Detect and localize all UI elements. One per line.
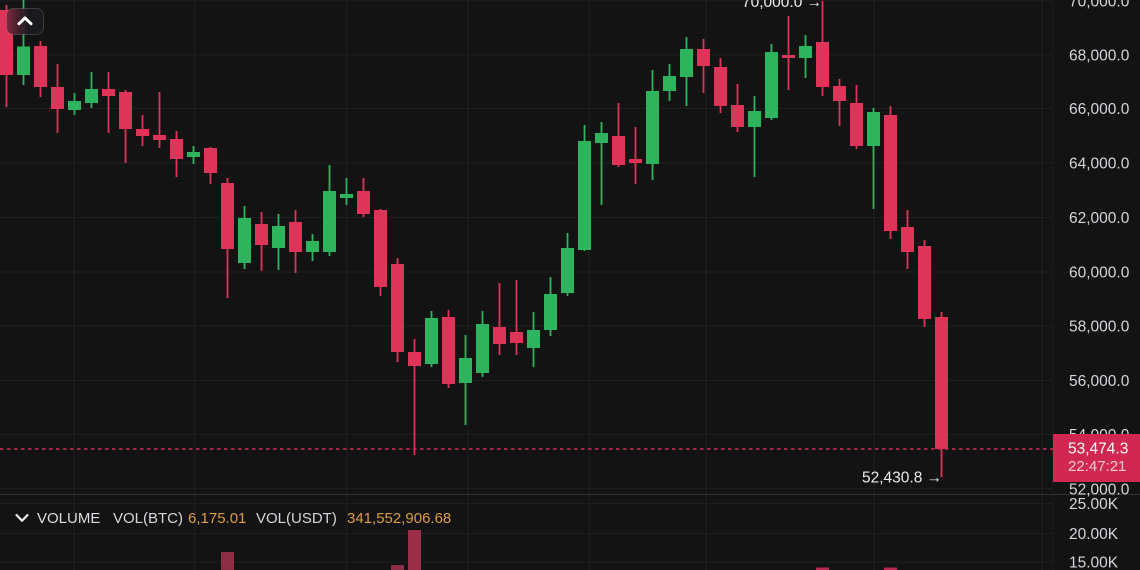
svg-text:25.00K: 25.00K: [1069, 496, 1119, 513]
svg-text:53,474.3: 53,474.3: [1068, 441, 1128, 458]
svg-text:68,000.0: 68,000.0: [1069, 48, 1130, 65]
svg-text:70,000.0 →: 70,000.0 →: [742, 0, 822, 11]
svg-text:60,000.0: 60,000.0: [1069, 265, 1130, 282]
svg-text:VOL(BTC): VOL(BTC): [113, 510, 183, 527]
svg-text:62,000.0: 62,000.0: [1069, 210, 1130, 227]
svg-text:70,000.0: 70,000.0: [1069, 0, 1130, 11]
svg-text:52,430.8 →: 52,430.8 →: [862, 470, 942, 487]
svg-text:341,552,906.68: 341,552,906.68: [347, 510, 451, 527]
svg-text:20.00K: 20.00K: [1069, 526, 1119, 543]
svg-text:52,000.0: 52,000.0: [1069, 482, 1130, 499]
svg-text:VOL(USDT): VOL(USDT): [256, 510, 337, 527]
svg-text:VOLUME: VOLUME: [37, 510, 100, 527]
svg-text:15.00K: 15.00K: [1069, 555, 1119, 570]
svg-text:22:47:21: 22:47:21: [1068, 458, 1126, 475]
svg-text:64,000.0: 64,000.0: [1069, 156, 1130, 173]
svg-text:6,175.01: 6,175.01: [188, 510, 246, 527]
svg-text:66,000.0: 66,000.0: [1069, 101, 1130, 118]
svg-text:56,000.0: 56,000.0: [1069, 373, 1130, 390]
svg-text:58,000.0: 58,000.0: [1069, 319, 1130, 336]
